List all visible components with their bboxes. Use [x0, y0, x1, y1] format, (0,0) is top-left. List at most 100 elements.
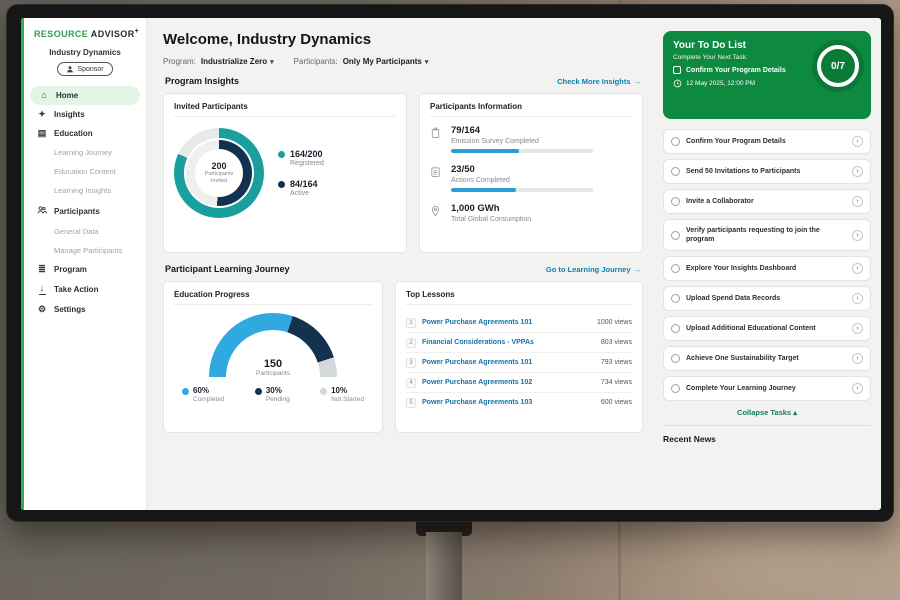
task-checkbox[interactable]: [671, 294, 680, 304]
task-checkbox[interactable]: [671, 384, 680, 394]
chevron-down-icon: ▾: [270, 58, 274, 66]
donut-center-label: Participants Invited: [204, 171, 234, 184]
legend-pending: 30% Pending: [254, 386, 290, 403]
task-explore-insights[interactable]: Explore Your Insights Dashboard ›: [663, 256, 871, 282]
gear-icon: ⚙: [37, 304, 47, 315]
todo-hero-checkbox[interactable]: [673, 66, 681, 74]
task-verify-participants[interactable]: Verify participants requesting to join t…: [663, 219, 871, 252]
card-title: Education Progress: [174, 290, 372, 305]
sidebar-item-label: Program: [54, 265, 87, 274]
progress-bar: [451, 188, 593, 192]
chevron-right-icon[interactable]: ›: [852, 166, 863, 177]
lesson-views: 734 views: [600, 379, 632, 386]
invited-participants-card: Invited Participants 200 Participants In…: [163, 93, 407, 253]
task-upload-spend-data[interactable]: Upload Spend Data Records ›: [663, 286, 871, 312]
sidebar-item-label: Manage Participants: [54, 246, 123, 255]
task-checkbox[interactable]: [671, 137, 680, 146]
sponsor-badge-label: Sponsor: [77, 65, 104, 73]
sidebar-item-insights[interactable]: ✦ Insights: [24, 105, 146, 124]
task-checkbox[interactable]: [671, 324, 680, 334]
chevron-right-icon[interactable]: ›: [852, 263, 863, 275]
lesson-link[interactable]: Power Purchase Agreements 102: [422, 379, 533, 386]
chevron-right-icon[interactable]: ›: [852, 293, 863, 305]
sidebar-item-learning-insights[interactable]: Learning Insights: [24, 181, 146, 200]
sidebar-item-general-data[interactable]: General Data: [24, 222, 146, 241]
chevron-right-icon[interactable]: ›: [852, 353, 863, 365]
location-pin-icon: [430, 203, 443, 227]
collapse-tasks-link[interactable]: Collapse Tasks ▴: [737, 408, 797, 418]
lesson-link[interactable]: Power Purchase Agreements 103: [422, 399, 533, 406]
lesson-views: 600 views: [600, 399, 632, 406]
todo-task-list: Confirm Your Program Details › Send 50 I…: [663, 129, 871, 402]
sidebar-item-label: Learning Insights: [54, 186, 112, 195]
sidebar-item-manage-participants[interactable]: Manage Participants: [24, 241, 146, 260]
task-checkbox[interactable]: [671, 354, 680, 364]
task-complete-learning-journey[interactable]: Complete Your Learning Journey ›: [663, 376, 871, 402]
lesson-row[interactable]: 3 Power Purchase Agreements 101 793 view…: [406, 353, 632, 373]
arrow-right-icon: →: [633, 264, 642, 274]
sidebar-item-education[interactable]: ▤ Education: [24, 124, 146, 143]
task-achieve-sustainability-target[interactable]: Achieve One Sustainability Target ›: [663, 346, 871, 372]
todo-progress-ring: 0/7: [817, 45, 859, 87]
task-checkbox[interactable]: [671, 167, 680, 176]
lesson-link[interactable]: Financial Considerations - VPPAs: [422, 339, 534, 346]
main-content: Welcome, Industry Dynamics Program: Indu…: [147, 18, 655, 510]
task-upload-educational-content[interactable]: Upload Additional Educational Content ›: [663, 316, 871, 342]
sidebar-item-participants[interactable]: Participants: [24, 200, 146, 222]
todo-panel: Your To Do List Complete Your Next Task:…: [655, 18, 881, 510]
sidebar-item-settings[interactable]: ⚙ Settings: [24, 300, 146, 319]
lesson-row[interactable]: 4 Power Purchase Agreements 102 734 view…: [406, 373, 632, 393]
recent-news-title: Recent News: [663, 425, 871, 444]
lesson-row[interactable]: 2 Financial Considerations - VPPAs 803 v…: [406, 333, 632, 353]
task-send-invitations[interactable]: Send 50 Invitations to Participants ›: [663, 159, 871, 184]
logo-resource: RESOURCE: [34, 29, 89, 39]
lesson-rank: 3: [406, 357, 416, 368]
sidebar-item-home[interactable]: ⌂ Home: [30, 86, 140, 105]
lesson-link[interactable]: Power Purchase Agreements 101: [422, 319, 533, 326]
chevron-right-icon[interactable]: ›: [852, 383, 863, 395]
sidebar-item-take-action[interactable]: ↓ Take Action: [24, 279, 146, 300]
check-more-insights-link[interactable]: Check More Insights →: [557, 76, 642, 86]
sidebar-item-label: Education Content: [54, 167, 116, 176]
participants-select[interactable]: Only My Participants ▾: [343, 57, 429, 66]
lesson-row[interactable]: 1 Power Purchase Agreements 101 1000 vie…: [406, 313, 632, 333]
sidebar-item-learning-journey[interactable]: Learning Journey: [24, 143, 146, 162]
list-icon: ≣: [38, 264, 46, 274]
legend-dot-gray: [320, 388, 328, 395]
stat-actions-completed: 23/50 Actions Completed: [430, 164, 632, 192]
sidebar-item-program[interactable]: ≣ Program: [24, 260, 146, 279]
task-checkbox[interactable]: [671, 264, 680, 274]
task-invite-collaborator[interactable]: Invite a Collaborator ›: [663, 189, 871, 214]
education-gauge: 150 Participants: [209, 313, 337, 377]
education-progress-card: Education Progress 150 Participants: [163, 281, 383, 433]
task-checkbox[interactable]: [671, 230, 680, 240]
section-title-program-insights: Program Insights: [165, 76, 240, 86]
lesson-rank: 4: [406, 377, 416, 388]
sidebar-item-label: Home: [56, 91, 79, 100]
chevron-right-icon[interactable]: ›: [852, 323, 863, 335]
program-select[interactable]: Industrialize Zero ▾: [201, 57, 274, 66]
lesson-link[interactable]: Power Purchase Agreements 101: [422, 359, 533, 366]
task-checkbox[interactable]: [671, 197, 680, 206]
participants-information-card: Participants Information 79/164 Emission…: [419, 93, 643, 253]
stat-emission-survey: 79/164 Emission Survey Completed: [430, 125, 632, 153]
chevron-right-icon[interactable]: ›: [852, 196, 863, 207]
sidebar-item-education-content[interactable]: Education Content: [24, 162, 146, 181]
gauge-center-label: Participants: [256, 370, 290, 377]
people-icon: [36, 205, 48, 217]
lesson-row[interactable]: 5 Power Purchase Agreements 103 600 view…: [406, 393, 632, 412]
arrow-right-icon: →: [633, 76, 642, 86]
go-to-learning-journey-link[interactable]: Go to Learning Journey →: [545, 264, 642, 274]
chevron-up-icon: ▴: [793, 408, 797, 418]
participants-select-value: Only My Participants: [342, 57, 422, 66]
lesson-rank: 1: [406, 317, 416, 328]
card-title: Top Lessons: [406, 290, 632, 305]
sidebar-item-label: Education: [54, 129, 93, 138]
top-lessons-card: Top Lessons 1 Power Purchase Agreements …: [395, 281, 643, 433]
chevron-right-icon[interactable]: ›: [852, 136, 863, 147]
card-title: Invited Participants: [174, 102, 396, 117]
chevron-right-icon[interactable]: ›: [852, 229, 863, 241]
task-confirm-program-details[interactable]: Confirm Your Program Details ›: [663, 129, 871, 154]
home-icon: ⌂: [41, 90, 47, 100]
